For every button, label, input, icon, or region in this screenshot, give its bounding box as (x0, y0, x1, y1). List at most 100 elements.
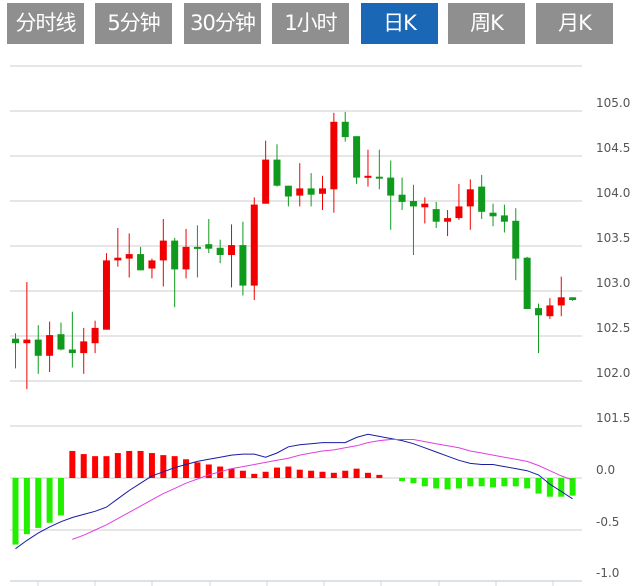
candle-down (193, 246, 201, 249)
macd-bar (160, 455, 167, 478)
macd-bar (296, 469, 303, 478)
macd-bar (490, 478, 497, 488)
macd-bar (421, 478, 428, 487)
macd-bar (92, 456, 99, 478)
candle-down (523, 257, 531, 309)
macd-bar (239, 470, 246, 478)
macd-bar (501, 478, 508, 487)
candle-up (182, 246, 190, 270)
price-tick-label: 102.0 (596, 366, 630, 380)
candle-down (12, 338, 19, 344)
macd-bar (433, 478, 440, 489)
tab-1[interactable]: 5分钟 (95, 3, 172, 44)
candle-down (535, 308, 543, 316)
macd-bar (353, 468, 360, 478)
candle-down (489, 212, 497, 217)
macd-bar (183, 459, 190, 478)
macd-bar (535, 478, 542, 494)
macd-bar (228, 468, 235, 478)
candle-down (478, 186, 486, 212)
price-tick-label: 105.0 (596, 96, 630, 110)
candle-down (205, 244, 213, 249)
candle-up (46, 335, 54, 356)
candle-up (102, 260, 110, 330)
candle-up (330, 121, 338, 190)
macd-bar (137, 450, 144, 478)
macd-bar (319, 471, 326, 478)
dif-line (15, 433, 573, 550)
candle-down (409, 201, 417, 207)
macd-bar (251, 473, 258, 478)
macd-bar (126, 450, 133, 478)
candle-up (250, 204, 258, 286)
candle-down (512, 220, 520, 259)
candle-up (262, 159, 270, 204)
macd-tick-label: -1.0 (596, 566, 619, 580)
candle-down (284, 185, 292, 197)
candle-down (307, 188, 315, 195)
candle-down (569, 297, 577, 300)
macd-bar (467, 478, 474, 487)
macd-bar (364, 472, 371, 478)
macd-tick-label: -0.5 (596, 515, 619, 529)
candle-up (228, 245, 236, 255)
candle-up (114, 257, 122, 261)
macd-bar (114, 453, 121, 478)
candle-up (444, 218, 452, 222)
dea-line (72, 439, 573, 540)
candle-down (398, 194, 406, 202)
macd-bar (205, 464, 212, 478)
macd-bar (69, 450, 76, 478)
macd-bar (478, 478, 485, 487)
candle-up (546, 305, 554, 317)
macd-bar (23, 478, 30, 535)
candle-up (23, 339, 31, 344)
tab-6[interactable]: 月K (536, 3, 613, 44)
candle-down (239, 245, 247, 286)
macd-bar (103, 456, 110, 478)
candle-down (341, 121, 349, 138)
candle-down (353, 136, 361, 178)
macd-bar (194, 462, 201, 478)
price-tick-label: 104.5 (596, 141, 630, 155)
candle-up (466, 189, 474, 207)
macd-bar (342, 470, 349, 478)
macd-bar (512, 478, 519, 487)
candle-up (296, 188, 304, 196)
macd-bar (569, 478, 576, 496)
macd-bar (399, 478, 406, 482)
macd-bar (376, 474, 383, 478)
macd-bar (330, 472, 337, 478)
candle-up (557, 297, 565, 306)
macd-bar (35, 478, 42, 528)
price-tick-label: 101.5 (596, 411, 630, 425)
candle-up (421, 203, 429, 208)
macd-bar (308, 470, 315, 478)
period-tabs: 分时线 5分钟 30分钟 1小时 日K 周K 月K (0, 3, 643, 45)
candle-down (57, 334, 65, 350)
candle-up (455, 206, 463, 219)
macd-bar (46, 478, 53, 523)
candle-up (364, 175, 372, 178)
candle-up (148, 260, 156, 269)
macd-tick-label: 0.0 (596, 463, 615, 477)
tab-0[interactable]: 分时线 (7, 3, 84, 44)
tab-5[interactable]: 周K (448, 3, 525, 44)
price-tick-label: 103.0 (596, 276, 630, 290)
macd-bar (285, 466, 292, 478)
macd-bar (444, 478, 451, 490)
macd-bar (455, 478, 462, 489)
candle-down (216, 247, 224, 255)
candle-down (432, 209, 440, 222)
candle-down (68, 349, 76, 354)
macd-bar (410, 478, 417, 484)
candle-down (171, 240, 179, 270)
tab-3[interactable]: 1小时 (272, 3, 349, 44)
macd-bar (524, 478, 531, 489)
macd-bar (12, 478, 19, 545)
macd-bar (80, 454, 87, 478)
macd-bar (57, 478, 64, 516)
tab-4[interactable]: 日K (361, 3, 438, 44)
tab-2[interactable]: 30分钟 (184, 3, 261, 44)
